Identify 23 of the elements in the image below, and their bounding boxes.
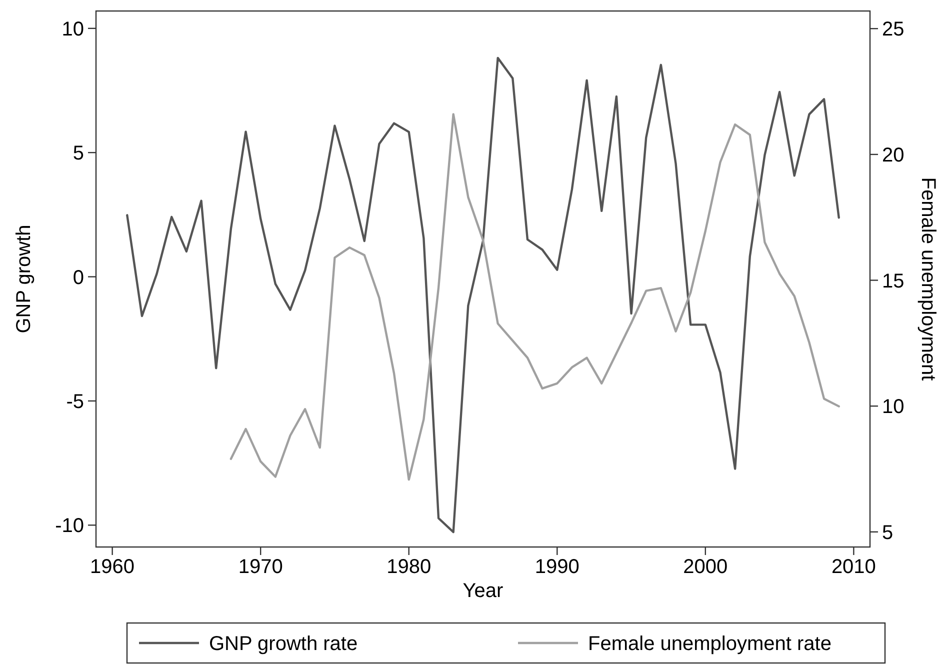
x-tick-label: 2000 [683, 556, 728, 578]
legend-label: Female unemployment rate [588, 633, 832, 655]
line-series [126, 56, 840, 534]
x-tick-label: 1990 [534, 556, 580, 578]
y2-tick-label: 25 [882, 18, 904, 41]
y-tick-label: -10 [55, 515, 84, 538]
x-tick-label: 1980 [386, 556, 432, 578]
y2-tick-label: 10 [882, 396, 904, 418]
x-tick-label: 1970 [238, 556, 283, 578]
y2-tick-label: 15 [882, 270, 904, 292]
x-tick-label: 1960 [90, 556, 135, 578]
y2-tick-label: 5 [882, 522, 894, 544]
y-axis-title: GNP growth [13, 224, 35, 334]
y-tick-label: 0 [72, 266, 84, 289]
legend-label: GNP growth rate [209, 633, 358, 655]
y-tick-label: 5 [72, 142, 84, 165]
y-tick-label: 10 [62, 18, 84, 40]
line-series [230, 113, 840, 481]
y-tick-label: -5 [66, 390, 84, 413]
y2-tick-label: 20 [882, 144, 904, 166]
y2-axis-title: Female unemployment [917, 177, 939, 382]
x-tick-label: 2010 [831, 556, 876, 578]
x-axis-title: Year [462, 580, 504, 602]
